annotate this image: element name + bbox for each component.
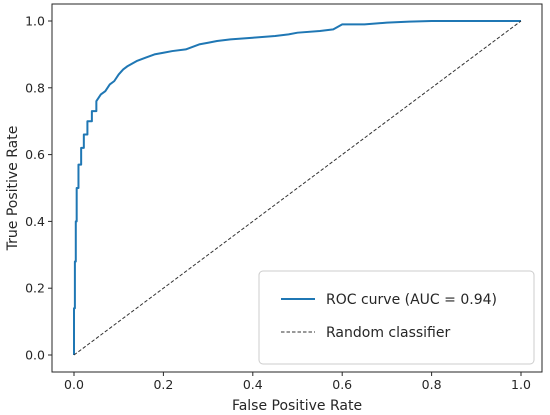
x-tick-label: 0.6	[332, 377, 352, 392]
plot-series	[73, 20, 522, 356]
random-classifier-line	[73, 20, 522, 356]
legend-random-label: Random classifier	[326, 325, 450, 341]
y-axis-title: True Positive Rate	[5, 126, 21, 252]
y-tick-label: 1.0	[25, 14, 45, 29]
x-tick-label: 1.0	[511, 377, 531, 392]
legend: ROC curve (AUC = 0.94) Random classifier	[258, 270, 535, 365]
legend-roc-label: ROC curve (AUC = 0.94)	[326, 292, 497, 308]
roc-curve-line	[73, 20, 521, 355]
plot-frame	[51, 3, 543, 373]
y-tick-label: 0.2	[25, 281, 45, 296]
x-tick-label: 0.4	[243, 377, 263, 392]
y-tick-label: 0.6	[25, 147, 45, 162]
plot-axes	[51, 3, 543, 373]
y-tick-label: 0.4	[25, 214, 45, 229]
x-axis-title: False Positive Rate	[232, 398, 362, 414]
y-tick-label: 0.8	[25, 80, 45, 95]
y-tick-label: 0.0	[25, 348, 45, 363]
x-tick-label: 0.2	[153, 377, 173, 392]
x-tick-label: 0.0	[64, 377, 84, 392]
x-tick-label: 0.8	[422, 377, 442, 392]
plot-ticks: 0.0 0.2 0.4 0.6 0.8 1.0 0.0 0.2 0.4 0.6 0.8 1.0	[25, 14, 531, 393]
legend-box	[258, 270, 535, 365]
